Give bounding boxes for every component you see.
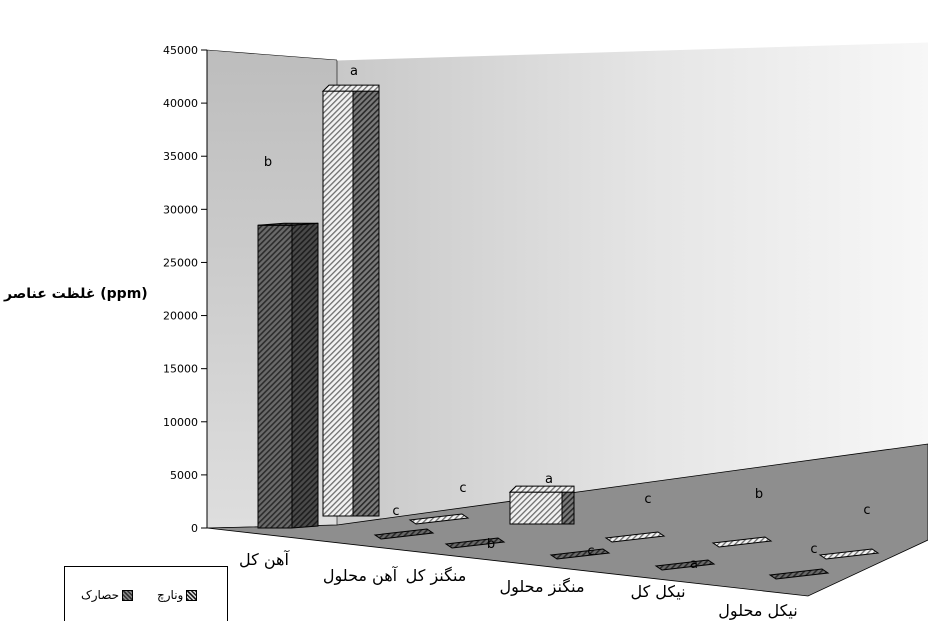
category-label: نیکل محلول bbox=[718, 601, 797, 621]
bar-series2 bbox=[408, 513, 470, 525]
legend-swatch-series2 bbox=[186, 589, 198, 601]
back-wall bbox=[337, 42, 928, 525]
y-axis-label: غلظت عناصر (ppm) bbox=[4, 286, 148, 302]
y-tick-label: 15000 bbox=[163, 363, 198, 376]
bars bbox=[257, 84, 880, 580]
bar-series1 bbox=[654, 559, 716, 571]
legend-item-series1: حصارک bbox=[81, 588, 134, 602]
legend-item-series2: ونارچ bbox=[157, 588, 198, 602]
significance-letter-series2: a bbox=[545, 472, 553, 487]
y-tick-label: 40000 bbox=[163, 97, 198, 110]
bar-series1 bbox=[373, 528, 435, 540]
significance-letter-series2: a bbox=[350, 64, 358, 79]
bar-series2-top bbox=[508, 485, 575, 493]
y-tick-label: 20000 bbox=[163, 310, 198, 323]
significance-letters: b c b c a c a c a c b c bbox=[264, 64, 871, 572]
y-tick-label: 10000 bbox=[163, 416, 198, 429]
legend-label-series1: حصارک bbox=[81, 588, 120, 602]
category-labels: آهن کل آهن محلول منگنز کل منگنز محلول نیکل ک… bbox=[239, 550, 798, 621]
significance-letter-series2: b bbox=[755, 487, 763, 502]
bar-series2 bbox=[604, 531, 666, 543]
significance-letter-series1: c bbox=[810, 542, 817, 557]
significance-letter-series2: c bbox=[863, 503, 870, 518]
bar-series2 bbox=[818, 548, 880, 560]
y-tick-label: 35000 bbox=[163, 150, 198, 163]
y-ticks: 0 5000 10000 15000 20000 25000 30000 35000 40000… bbox=[163, 44, 207, 535]
y-tick-label: 5000 bbox=[170, 469, 198, 482]
category-label: نیکل کل bbox=[630, 582, 685, 601]
significance-letter-series1: c bbox=[392, 504, 399, 519]
y-tick-label: 45000 bbox=[163, 44, 198, 57]
category-label: منگنز کل bbox=[406, 566, 467, 586]
significance-letter-series1: a bbox=[690, 557, 698, 572]
significance-letter-series2: c bbox=[459, 481, 466, 496]
bar-series1 bbox=[444, 537, 506, 549]
bar-series1 bbox=[549, 548, 611, 560]
significance-letter-series1: c bbox=[587, 544, 594, 559]
bar-series1-side bbox=[291, 222, 319, 529]
legend-label-series2: ونارچ bbox=[157, 588, 184, 602]
bar-series2-side bbox=[352, 90, 380, 517]
bar-series2 bbox=[509, 491, 563, 525]
bar-series1 bbox=[257, 224, 293, 529]
y-tick-label: 0 bbox=[191, 522, 198, 535]
category-label: آهن کل bbox=[239, 550, 290, 570]
bar-series2-side bbox=[561, 491, 575, 525]
significance-letter-series2: c bbox=[644, 492, 651, 507]
significance-letter-series1: b bbox=[487, 537, 495, 552]
y-tick-label: 25000 bbox=[163, 256, 198, 269]
bar-series1 bbox=[768, 568, 830, 580]
significance-letter-series1: b bbox=[264, 155, 272, 170]
category-label: آهن محلول bbox=[323, 566, 399, 586]
y-tick-label: 30000 bbox=[163, 203, 198, 216]
legend: حصارک ونارچ bbox=[64, 566, 228, 621]
category-label: منگنز محلول bbox=[499, 577, 584, 597]
bar-series1-top bbox=[257, 222, 319, 226]
bar-series2 bbox=[322, 90, 354, 517]
legend-swatch-series1 bbox=[122, 589, 134, 601]
bar-series2 bbox=[711, 536, 773, 548]
bar-series2-top bbox=[321, 84, 380, 92]
